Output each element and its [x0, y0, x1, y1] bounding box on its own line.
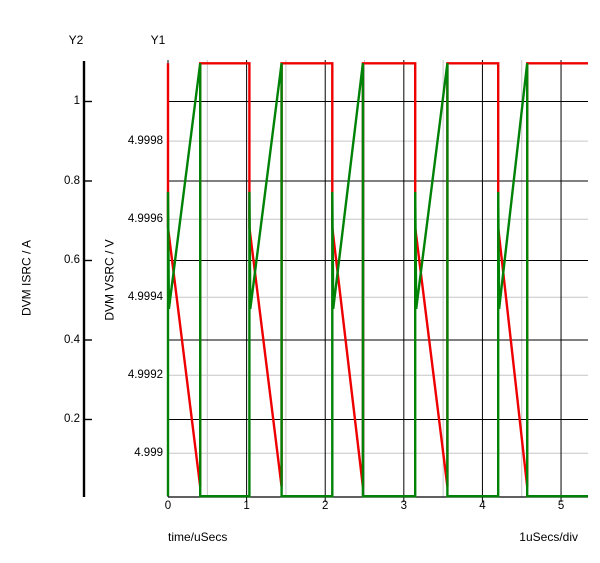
y1-axis-title: Y1: [150, 33, 166, 47]
y2-axis-title: Y2: [68, 33, 84, 47]
y1-tick-label: 4.9992: [127, 369, 163, 382]
y2-tick-label: 0.8: [64, 174, 80, 187]
x-tick-label: 3: [400, 500, 408, 512]
y2-tick-label: 0.4: [64, 333, 80, 346]
trace-dvm-isrc: [166, 62, 588, 487]
y1-tick-label: 4.999: [134, 447, 163, 460]
x-tick-label: 5: [557, 500, 565, 512]
y2-tick-label: 0.6: [64, 254, 80, 267]
y1-tick-label: 4.9994: [127, 291, 163, 304]
y2-tick-label: 1: [73, 95, 80, 108]
y1-tick-label: 4.9998: [127, 135, 163, 148]
x-tick-label: 4: [479, 500, 486, 512]
x-tick-label: 2: [322, 500, 329, 512]
x-tick-label: 1: [243, 500, 250, 512]
x-axis-label: time/uSecs: [168, 530, 228, 544]
x-scale-label: 1uSecs/div: [519, 530, 578, 544]
y2-tick-label: 0.2: [64, 413, 80, 426]
y1-tick-label: 4.9996: [127, 213, 163, 226]
x-tick-label: 0: [164, 500, 172, 512]
trace-dvm-vsrc: [166, 62, 588, 498]
